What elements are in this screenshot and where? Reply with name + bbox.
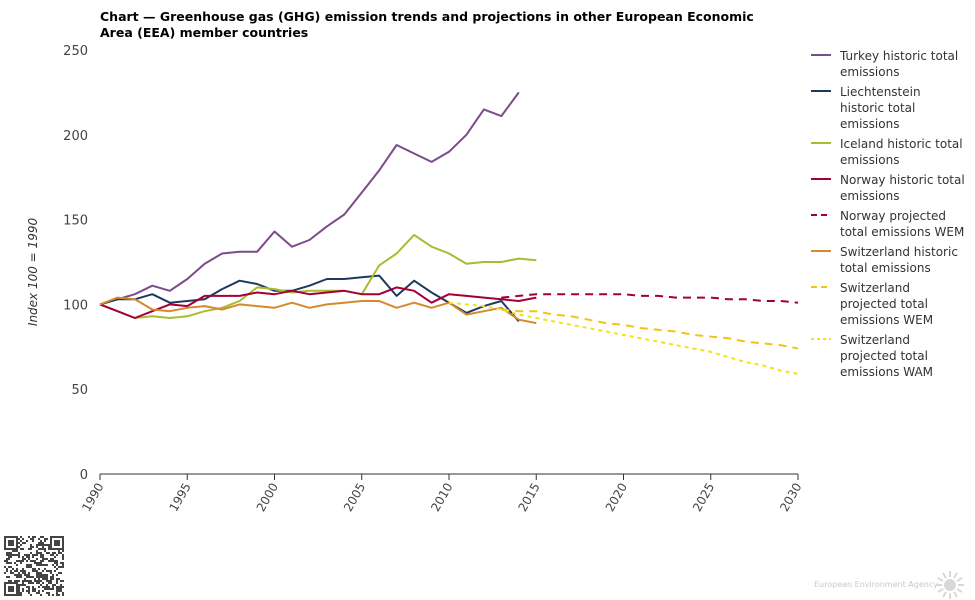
legend-swatch [811, 214, 831, 216]
legend-label: Norway historic total emissions [840, 173, 965, 203]
x-tick-label: 2030 [777, 481, 804, 514]
y-tick-label: 0 [80, 468, 88, 483]
legend-item: Norway projected total emissions WEM [810, 208, 975, 240]
legend-item: Switzerland projected total emissions WA… [810, 332, 975, 380]
series-line-4 [99, 286, 537, 319]
y-tick-label: 250 [63, 44, 88, 59]
legend-item: Liechtenstein historic total emissions [810, 84, 975, 132]
legend-item: Switzerland historic total emissions [810, 244, 975, 276]
legend-swatch [811, 250, 831, 252]
qr-code-icon [4, 536, 64, 596]
series-line-8 [448, 301, 799, 375]
legend-swatch [811, 286, 831, 288]
x-tick-label: 1995 [166, 481, 193, 514]
series-line-6 [99, 296, 537, 325]
legend-label: Norway projected total emissions WEM [840, 209, 965, 239]
agency-name: European Environment Agency [814, 580, 938, 589]
series-line-3 [99, 233, 537, 319]
x-tick-label: 1990 [79, 481, 106, 514]
x-tick-label: 2020 [603, 481, 630, 514]
legend-item: Switzerland projected total emissions WE… [810, 280, 975, 328]
x-tick-label: 2000 [254, 481, 281, 514]
legend-swatch [811, 54, 831, 56]
y-tick-label: 200 [63, 129, 88, 144]
legend-item: Iceland historic total emissions [810, 136, 975, 168]
x-tick-label: 2025 [690, 481, 717, 514]
y-tick-label: 50 [71, 383, 88, 398]
series-line-7 [501, 308, 799, 350]
legend-label: Liechtenstein historic total emissions [840, 85, 921, 131]
chart-title: Chart — Greenhouse gas (GHG) emission tr… [100, 9, 754, 40]
legend-label: Iceland historic total emissions [840, 137, 963, 167]
legend-label: Switzerland projected total emissions WE… [840, 281, 934, 327]
series-line-1 [99, 91, 520, 306]
legend-label: Switzerland historic total emissions [840, 245, 958, 275]
x-tick-label: 2005 [341, 481, 368, 514]
legend-swatch [811, 338, 831, 340]
y-tick-label: 150 [63, 214, 88, 229]
legend-swatch [811, 178, 831, 180]
x-tick-label: 2015 [515, 481, 542, 514]
chart-legend: Turkey historic total emissions Liechtens… [810, 48, 975, 384]
y-axis-label: Index 100 = 1990 [26, 218, 40, 327]
legend-swatch [811, 142, 831, 144]
eea-logo-icon [936, 571, 964, 599]
legend-item: Norway historic total emissions [810, 172, 975, 204]
legend-swatch [811, 90, 831, 92]
series-line-5 [501, 293, 799, 304]
y-tick-label: 100 [63, 298, 88, 313]
series-line-2 [99, 274, 520, 323]
legend-label: Turkey historic total emissions [840, 49, 959, 79]
legend-item: Turkey historic total emissions [810, 48, 975, 80]
legend-label: Switzerland projected total emissions WA… [840, 333, 934, 379]
x-tick-label: 2010 [428, 481, 455, 514]
